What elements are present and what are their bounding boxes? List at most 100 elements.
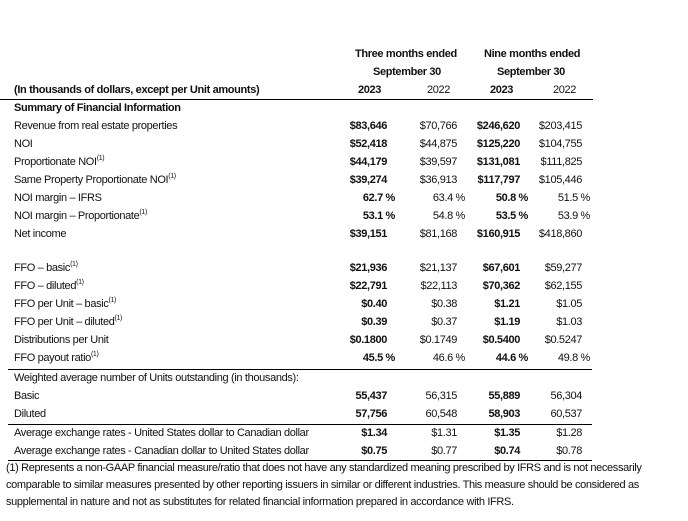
divider: [8, 460, 592, 461]
value-cell: $22,113: [420, 280, 458, 292]
row-label-text: FFO – basic: [14, 262, 71, 274]
table-row: FFO per Unit – basic(1) $0.40 $0.38 $1.21 $1…: [0, 297, 600, 316]
row-label-text: Same Property Proportionate NOI: [14, 174, 169, 186]
row-label: FFO – diluted(1): [14, 279, 84, 292]
value-cell: $62,155: [544, 280, 583, 292]
value-cell: $39,274: [349, 174, 388, 186]
row-label-text: Revenue from real estate properties: [14, 120, 178, 132]
value-cell: $104,755: [538, 138, 582, 150]
row-label: Distributions per Unit: [14, 334, 109, 346]
row-label-text: Basic: [14, 390, 40, 402]
footnote-ref: (1): [96, 155, 105, 162]
value-cell: $131,081: [476, 156, 520, 168]
header-divider: [0, 99, 593, 100]
row-label: NOI margin – IFRS: [14, 192, 102, 204]
value-cell: $67,601: [482, 262, 521, 274]
value-cell: 54.8 %: [432, 210, 466, 222]
footnote-ref: (1): [90, 351, 99, 358]
row-label: FFO per Unit – basic(1): [14, 297, 116, 310]
row-label: Average exchange rates - United States d…: [14, 427, 309, 439]
value-cell: $83,646: [349, 120, 388, 132]
divider: [8, 424, 592, 425]
value-cell: $105,446: [538, 174, 582, 186]
table-row: Average exchange rates - United States d…: [0, 427, 600, 445]
value-cell: $1.03: [556, 316, 582, 328]
row-label: Net income: [14, 228, 66, 240]
value-cell: $0.77: [431, 445, 457, 457]
value-cell: 45.5 %: [362, 352, 396, 364]
table-row: NOI margin – IFRS 62.7 % 63.4 % 50.8 % 51.5 …: [0, 192, 600, 210]
value-cell: $246,620: [476, 120, 520, 132]
value-cell: $1.19: [494, 316, 520, 328]
table-row: Proportionate NOI(1) $44,179 $39,597 $131,0…: [0, 155, 600, 174]
value-cell: $125,220: [476, 138, 520, 150]
header-caption: (In thousands of dollars, except per Uni…: [14, 84, 260, 96]
value-cell: $52,418: [349, 138, 388, 150]
value-cell: 46.6 %: [432, 352, 466, 364]
table-row: Weighted average number of Units outstan…: [0, 372, 600, 390]
value-cell: 53.1 %: [362, 210, 396, 222]
row-label: Same Property Proportionate NOI(1): [14, 173, 176, 186]
value-cell: $0.39: [361, 316, 387, 328]
value-cell: $1.35: [494, 427, 520, 439]
value-cell: 60,537: [550, 408, 582, 420]
value-cell: 55,437: [355, 390, 387, 402]
row-label-text: FFO per Unit – diluted: [14, 316, 115, 328]
table-row: NOI $52,418 $44,875 $125,220 $104,755: [0, 138, 600, 156]
header-period-1: September 30: [373, 66, 441, 78]
value-cell: 53.5 %: [495, 210, 529, 222]
value-cell: 58,903: [488, 408, 520, 420]
value-cell: $111,825: [540, 156, 583, 168]
value-cell: $1.31: [431, 427, 457, 439]
header-year: 2023: [490, 84, 514, 96]
value-cell: $0.1749: [419, 334, 458, 346]
header-period-2: September 30: [497, 66, 565, 78]
table-row: Revenue from real estate properties $83,6…: [0, 120, 600, 138]
value-cell: $70,362: [482, 280, 521, 292]
row-label: Average exchange rates - Canadian dollar…: [14, 445, 309, 457]
row-label: NOI margin – Proportionate(1): [14, 209, 147, 222]
value-cell: $44,179: [349, 156, 388, 168]
row-label-text: NOI margin – Proportionate: [14, 210, 140, 222]
value-cell: $0.37: [431, 316, 457, 328]
value-cell: 57,756: [355, 408, 387, 420]
row-label-text: Weighted average number of Units outstan…: [14, 372, 299, 384]
value-cell: 63.4 %: [432, 192, 466, 204]
value-cell: 44.6 %: [495, 352, 529, 364]
value-cell: $117,797: [477, 174, 521, 186]
divider: [8, 369, 592, 370]
section-title: Summary of Financial Information: [14, 102, 181, 114]
value-cell: $0.1800: [349, 334, 388, 346]
row-label-text: Distributions per Unit: [14, 334, 109, 346]
value-cell: $160,915: [476, 228, 520, 240]
value-cell: $0.5247: [544, 334, 583, 346]
value-cell: 56,315: [425, 390, 457, 402]
row-label-text: NOI margin – IFRS: [14, 192, 102, 204]
table-row: FFO per Unit – diluted(1) $0.39 $0.37 $1.19…: [0, 315, 600, 334]
row-label-text: Average exchange rates - United States d…: [14, 427, 309, 439]
value-cell: $39,597: [419, 156, 458, 168]
header-three-months: Three months ended: [355, 48, 457, 60]
row-label: Revenue from real estate properties: [14, 120, 178, 132]
table-row: Average exchange rates - Canadian dollar…: [0, 445, 600, 463]
value-cell: $1.05: [556, 298, 582, 310]
value-cell: $0.40: [361, 298, 387, 310]
row-label-text: Proportionate NOI: [14, 156, 97, 168]
row-label: FFO – basic(1): [14, 261, 78, 274]
value-cell: $0.5400: [482, 334, 521, 346]
row-label: Weighted average number of Units outstan…: [14, 372, 299, 384]
footnote-ref: (1): [70, 261, 78, 268]
value-cell: $0.75: [361, 445, 387, 457]
row-label: Diluted: [14, 408, 46, 420]
value-cell: $0.74: [494, 445, 520, 457]
table-row: FFO payout ratio(1) 45.5 % 46.6 % 44.6 % 49.…: [0, 351, 600, 370]
value-cell: $39,151: [349, 228, 388, 240]
table-row: FFO – diluted(1) $22,791 $22,113 $70,362 $62…: [0, 279, 600, 298]
row-label-text: FFO – diluted: [14, 280, 77, 292]
row-label-text: FFO payout ratio: [14, 352, 91, 364]
row-label: FFO payout ratio(1): [14, 351, 99, 364]
value-cell: $21,936: [349, 262, 388, 274]
footnote: (1) Represents a non-GAAP financial meas…: [6, 462, 642, 508]
row-label: Proportionate NOI(1): [14, 155, 105, 168]
value-cell: $70,766: [419, 120, 458, 132]
